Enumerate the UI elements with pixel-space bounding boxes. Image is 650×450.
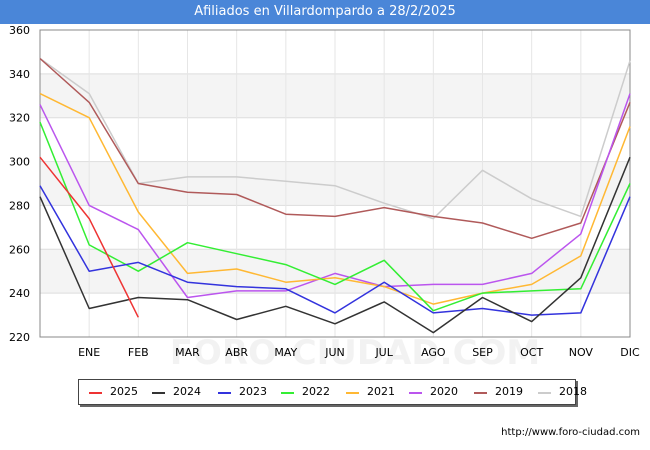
legend-swatch [89, 392, 102, 394]
legend-swatch [474, 392, 487, 394]
y-tick-label: 240 [9, 287, 30, 300]
x-tick-label: JUN [324, 346, 345, 359]
watermark: FORO-CIUDAD.COM [170, 333, 541, 373]
source-url[interactable]: http://www.foro-ciudad.com [501, 427, 640, 438]
legend-swatch [218, 392, 231, 394]
x-tick-label: MAR [175, 346, 200, 359]
legend-label: 2025 [110, 385, 138, 398]
y-tick-label: 260 [9, 243, 30, 256]
x-tick-label: OCT [520, 346, 543, 359]
series-line-2023 [39, 185, 631, 316]
x-tick-label: ENE [78, 346, 100, 359]
legend-label: 2023 [239, 385, 267, 398]
y-tick-label: 280 [9, 199, 30, 212]
series-line-2019 [39, 57, 631, 240]
legend-swatch [281, 392, 294, 394]
x-tick-label: FEB [128, 346, 149, 359]
series-line-2021 [39, 92, 631, 305]
x-tick-label: DIC [620, 346, 640, 359]
series-line-2022 [39, 121, 631, 312]
x-tick-label: SEP [472, 346, 493, 359]
x-tick-label: AGO [421, 346, 446, 359]
legend-label: 2019 [495, 385, 523, 398]
y-tick-label: 300 [9, 156, 30, 169]
x-tick-label: NOV [569, 346, 594, 359]
series-line-2025 [39, 156, 139, 318]
series-line-2024 [39, 156, 631, 334]
legend-swatch [538, 392, 551, 394]
chart-title: Afiliados en Villardompardo a 28/2/2025 [0, 0, 650, 24]
y-tick-label: 220 [9, 331, 30, 344]
x-tick-label: ABR [225, 346, 248, 359]
series-line-2020 [39, 93, 631, 299]
legend-label: 2022 [302, 385, 330, 398]
legend-label: 2021 [367, 385, 395, 398]
y-tick-label: 320 [9, 112, 30, 125]
y-tick-label: 340 [9, 68, 30, 81]
legend-label: 2020 [430, 385, 458, 398]
y-tick-label: 360 [9, 24, 30, 37]
x-tick-label: MAY [274, 346, 297, 359]
legend-swatch [346, 392, 359, 394]
legend: 2025 2024 2023 2022 2021 2020 2019 2018 [78, 379, 587, 405]
x-tick-label: JUL [374, 346, 393, 359]
legend-label: 2024 [173, 385, 201, 398]
legend-label: 2018 [559, 385, 587, 398]
legend-swatch [409, 392, 422, 394]
legend-swatch [152, 392, 165, 394]
